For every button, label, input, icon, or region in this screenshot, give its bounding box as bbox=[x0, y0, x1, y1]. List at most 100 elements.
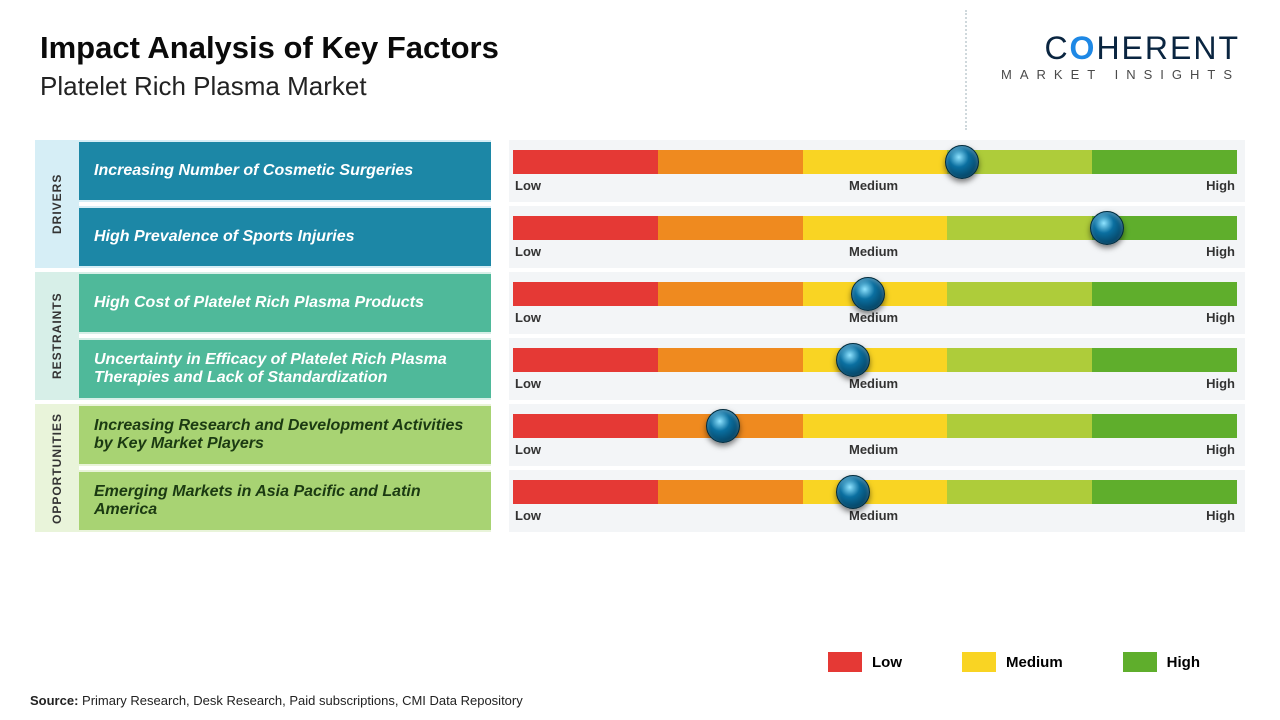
slider-track[interactable] bbox=[513, 216, 1237, 240]
slider-segment bbox=[947, 414, 1092, 438]
legend-item: Low bbox=[828, 652, 902, 672]
slider-track[interactable] bbox=[513, 414, 1237, 438]
slider-label-low: Low bbox=[515, 376, 541, 391]
slider-labels: Low Medium High bbox=[513, 244, 1237, 259]
slider-segment bbox=[803, 216, 948, 240]
factor-slider-area: LowMediumHigh bbox=[509, 272, 1245, 334]
slider-label-high: High bbox=[1206, 244, 1235, 259]
slider-segment bbox=[1092, 150, 1237, 174]
factor-left: High Cost of Platelet Rich Plasma Produc… bbox=[79, 272, 491, 334]
slider-label-high: High bbox=[1206, 508, 1235, 523]
slider-label-low: Low bbox=[515, 310, 541, 325]
slider-label-low: Low bbox=[515, 442, 541, 457]
slider-segment bbox=[803, 480, 948, 504]
slider-label-low: Low bbox=[515, 244, 541, 259]
factor-left: Increasing Research and Development Acti… bbox=[79, 404, 491, 466]
factor-label: Emerging Markets in Asia Pacific and Lat… bbox=[79, 472, 491, 530]
page-title: Impact Analysis of Key Factors bbox=[40, 30, 499, 66]
factor-row: Increasing Research and Development Acti… bbox=[79, 404, 1245, 466]
source-text: Primary Research, Desk Research, Paid su… bbox=[82, 693, 523, 708]
slider-labels: LowMediumHigh bbox=[513, 310, 1237, 325]
factors-column: Increasing Research and Development Acti… bbox=[79, 404, 1245, 532]
factor-label: High Cost of Platelet Rich Plasma Produc… bbox=[79, 274, 491, 332]
factor-label: High Prevalence of Sports Injuries bbox=[79, 208, 491, 266]
factor-left: High Prevalence of Sports Injuries bbox=[79, 206, 491, 268]
slider-label-medium: Medium bbox=[849, 508, 898, 523]
factor-slider-area: Low Medium High bbox=[509, 470, 1245, 532]
slider-segment bbox=[658, 480, 803, 504]
slider-segment bbox=[947, 216, 1092, 240]
slider-segment bbox=[513, 216, 658, 240]
slider-segment bbox=[513, 282, 658, 306]
factors-column: Increasing Number of Cosmetic Surgeries L… bbox=[79, 140, 1245, 268]
slider-segment bbox=[1092, 414, 1237, 438]
slider-segment bbox=[947, 282, 1092, 306]
factor-slider-area: LowMediumHigh bbox=[509, 140, 1245, 202]
logo-sub: MARKET INSIGHTS bbox=[1001, 67, 1240, 82]
factor-row: High Prevalence of Sports Injuries Low Med… bbox=[79, 206, 1245, 268]
slider-track[interactable] bbox=[513, 348, 1237, 372]
factor-row: Emerging Markets in Asia Pacific and Lat… bbox=[79, 470, 1245, 532]
slider-segment bbox=[803, 414, 948, 438]
factor-row: Uncertainty in Efficacy of Platelet Rich… bbox=[79, 338, 1245, 400]
legend: Low Medium High bbox=[828, 652, 1200, 672]
slider-segment bbox=[513, 150, 658, 174]
slider-segment bbox=[513, 480, 658, 504]
source-prefix: Source: bbox=[30, 693, 78, 708]
logo-rest: HERENT bbox=[1096, 30, 1240, 66]
slider-segment bbox=[658, 150, 803, 174]
brand-logo: COHERENT MARKET INSIGHTS bbox=[1001, 30, 1240, 82]
slider-knob[interactable] bbox=[706, 409, 740, 443]
slider-segment bbox=[1092, 282, 1237, 306]
slider-segment bbox=[803, 150, 948, 174]
slider-segment bbox=[1092, 348, 1237, 372]
slider-track[interactable] bbox=[513, 150, 1237, 174]
legend-swatch bbox=[1123, 652, 1157, 672]
factors-content: DRIVERSIncreasing Number of Cosmetic Sur… bbox=[35, 140, 1245, 536]
slider-labels: LowMediumHigh bbox=[513, 178, 1237, 193]
slider-segment bbox=[947, 480, 1092, 504]
factor-slider-area: Low Medium High bbox=[509, 206, 1245, 268]
legend-label: Medium bbox=[1006, 654, 1063, 671]
category-tab: RESTRAINTS bbox=[35, 272, 79, 400]
slider-segment bbox=[658, 216, 803, 240]
slider-knob[interactable] bbox=[851, 277, 885, 311]
slider-track[interactable] bbox=[513, 282, 1237, 306]
factor-slider-area: Low Medium High bbox=[509, 404, 1245, 466]
slider-label-high: High bbox=[1206, 376, 1235, 391]
logo-o: O bbox=[1070, 30, 1097, 66]
slider-labels: Low Medium High bbox=[513, 508, 1237, 523]
slider-knob[interactable] bbox=[945, 145, 979, 179]
slider-label-low: Low bbox=[515, 508, 541, 523]
legend-item: High bbox=[1123, 652, 1200, 672]
slider-segment bbox=[658, 282, 803, 306]
factor-left: Emerging Markets in Asia Pacific and Lat… bbox=[79, 470, 491, 532]
slider-segment bbox=[947, 348, 1092, 372]
factor-left: Uncertainty in Efficacy of Platelet Rich… bbox=[79, 338, 491, 400]
slider-label-medium: Medium bbox=[849, 442, 898, 457]
slider-knob[interactable] bbox=[1090, 211, 1124, 245]
slider-labels: Low Medium High bbox=[513, 376, 1237, 391]
factor-slider-area: Low Medium High bbox=[509, 338, 1245, 400]
factor-row: Increasing Number of Cosmetic Surgeries L… bbox=[79, 140, 1245, 202]
slider-label-medium: Medium bbox=[849, 178, 898, 193]
slider-label-medium: Medium bbox=[849, 244, 898, 259]
legend-label: High bbox=[1167, 654, 1200, 671]
legend-item: Medium bbox=[962, 652, 1063, 672]
factor-label: Increasing Number of Cosmetic Surgeries bbox=[79, 142, 491, 200]
slider-segment bbox=[658, 348, 803, 372]
legend-label: Low bbox=[872, 654, 902, 671]
slider-label-high: High bbox=[1206, 442, 1235, 457]
slider-track[interactable] bbox=[513, 480, 1237, 504]
vertical-divider bbox=[965, 10, 967, 130]
slider-segment bbox=[1092, 480, 1237, 504]
slider-knob[interactable] bbox=[836, 343, 870, 377]
factor-label: Increasing Research and Development Acti… bbox=[79, 406, 491, 464]
slider-knob[interactable] bbox=[836, 475, 870, 509]
category-group: DRIVERSIncreasing Number of Cosmetic Sur… bbox=[35, 140, 1245, 268]
factor-label: Uncertainty in Efficacy of Platelet Rich… bbox=[79, 340, 491, 398]
source-citation: Source: Primary Research, Desk Research,… bbox=[30, 693, 523, 708]
slider-segment bbox=[513, 414, 658, 438]
slider-label-high: High bbox=[1206, 310, 1235, 325]
slider-label-medium: Medium bbox=[849, 376, 898, 391]
